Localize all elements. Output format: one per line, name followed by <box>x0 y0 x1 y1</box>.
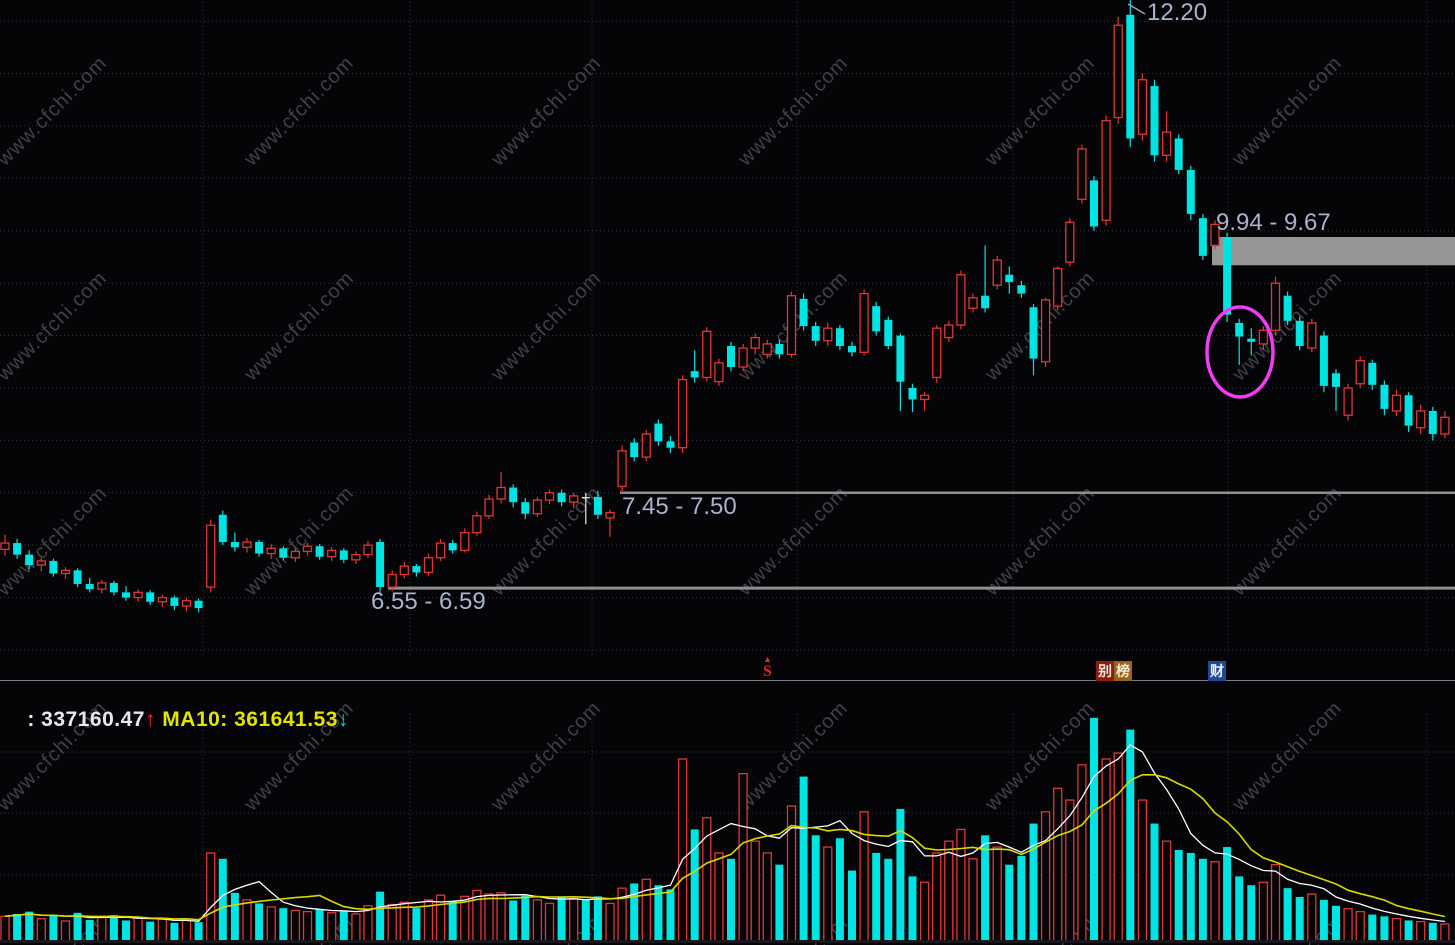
up-arrow-icon: ↑ <box>144 708 156 731</box>
highlight-ellipse <box>1205 305 1275 399</box>
peak-pointer-line <box>1127 3 1146 15</box>
dividend-s-icon: S <box>763 663 772 680</box>
event-badge-group: 别 榜 <box>1096 661 1132 681</box>
up-triangle-icon: ▲ <box>763 654 772 664</box>
event-badge-bie[interactable]: 别 <box>1096 661 1114 681</box>
vol-ma5-value: : 337160.47 <box>27 708 145 731</box>
vol-ma5-line <box>4 744 1445 923</box>
panel-divider <box>0 680 1455 681</box>
vol-ma10-value: MA10: 361641.53 <box>155 708 338 731</box>
support-line-745-label: 7.45 - 7.50 <box>622 493 737 520</box>
peak-price-label: 12.20 <box>1147 0 1208 26</box>
resistance-band <box>1212 237 1455 266</box>
vol-ma10-line <box>4 773 1446 921</box>
volume-ma-readout: : 337160.47↑ MA10: 361641.53↓ <box>2 684 349 756</box>
rank-list-badge[interactable]: 榜 <box>1114 661 1132 681</box>
chart-bottom-frame <box>0 940 1455 943</box>
resistance-band-label: 9.94 - 9.67 <box>1216 209 1331 236</box>
down-arrow-icon: ↓ <box>337 708 349 731</box>
dividend-event-marker[interactable]: ▲ S <box>763 655 772 680</box>
financial-report-badge[interactable]: 财 <box>1208 661 1226 681</box>
support-line-655-label: 6.55 - 6.59 <box>371 588 486 615</box>
